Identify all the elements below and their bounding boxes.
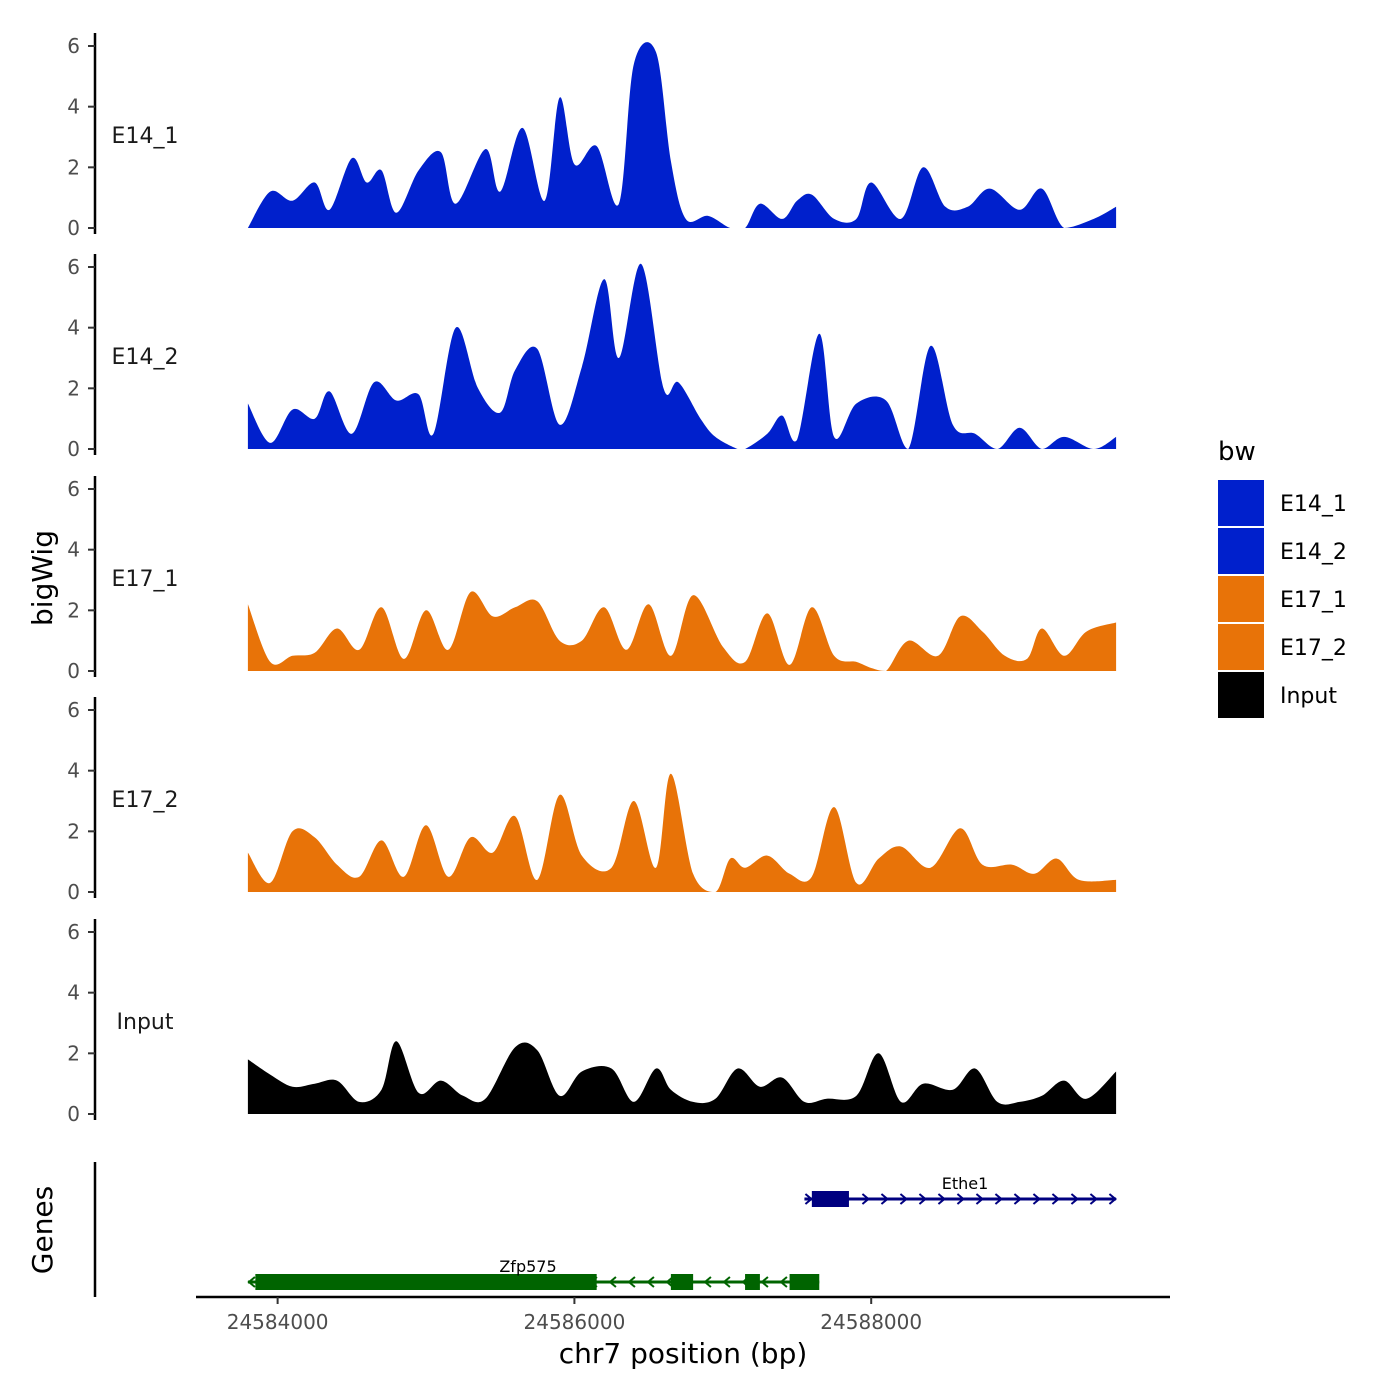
- x-axis-title: chr7 position (bp): [559, 1337, 808, 1370]
- strand-arrow: [722, 1276, 731, 1288]
- track-area-input: [247, 1041, 1117, 1114]
- y-tick-label: 6: [67, 34, 80, 58]
- strand-arrow: [804, 1193, 813, 1205]
- strand-arrow: [703, 1276, 712, 1288]
- gene-exon: [670, 1274, 694, 1290]
- y-tick-label: 0: [67, 1102, 80, 1126]
- y-tick-label: 2: [67, 376, 80, 400]
- gene-label-zfp575: Zfp575: [499, 1257, 556, 1276]
- genes-axis-title: Genes: [26, 1186, 59, 1274]
- y-tick-label: 0: [67, 437, 80, 461]
- strand-arrow: [760, 1276, 769, 1288]
- legend-key-e14_2: [1218, 528, 1264, 574]
- strand-arrow: [646, 1276, 655, 1288]
- strand-arrow: [880, 1193, 889, 1205]
- legend-title: bw: [1218, 437, 1256, 467]
- strand-arrow: [1089, 1193, 1098, 1205]
- legend-key-input: [1218, 672, 1264, 718]
- x-axis: 24584000 24586000 24588000: [196, 1295, 1170, 1334]
- gene-label-ethe1: Ethe1: [942, 1174, 989, 1193]
- strand-arrow: [247, 1276, 256, 1288]
- track-area-e14_1: [247, 42, 1117, 228]
- y-tick-label: 6: [67, 477, 80, 501]
- y-axis-title: bigWig: [26, 530, 59, 626]
- legend-key-e14_1: [1218, 480, 1264, 526]
- y-tick-label: 4: [67, 316, 80, 340]
- gene-exon: [745, 1274, 760, 1290]
- y-tick-label: 2: [67, 1041, 80, 1065]
- legend-label-e17_2: E17_2: [1280, 636, 1347, 661]
- strand-arrow: [627, 1276, 636, 1288]
- strand-arrow: [779, 1276, 788, 1288]
- strand-arrow: [937, 1193, 946, 1205]
- track-label-input: Input: [117, 1010, 174, 1035]
- strand-arrow: [918, 1193, 927, 1205]
- gene-annotation-panel: Ethe1 Zfp575: [93, 1162, 1117, 1297]
- strand-arrow: [608, 1276, 617, 1288]
- strand-arrow: [1108, 1193, 1117, 1205]
- strand-arrow: [1013, 1193, 1022, 1205]
- y-tick-label: 2: [67, 819, 80, 843]
- track-panel-e17_2: 0 2 4 6 E17_2: [67, 697, 1117, 904]
- y-tick-label: 6: [67, 698, 80, 722]
- gene-exon: [811, 1191, 849, 1207]
- y-tick-label: 4: [67, 538, 80, 562]
- y-tick-label: 2: [67, 155, 80, 179]
- y-tick-label: 0: [67, 216, 80, 240]
- strand-arrow: [994, 1193, 1003, 1205]
- track-label-e14_1: E14_1: [112, 124, 179, 149]
- strand-arrow: [861, 1193, 870, 1205]
- x-tick-label: 24586000: [524, 1310, 626, 1334]
- y-tick-label: 0: [67, 659, 80, 683]
- legend-label-e14_1: E14_1: [1280, 492, 1347, 517]
- y-tick-label: 4: [67, 981, 80, 1005]
- track-label-e17_2: E17_2: [112, 788, 179, 813]
- track-area-e17_1: [247, 591, 1117, 671]
- y-tick-label: 6: [67, 920, 80, 944]
- track-area-e14_2: [247, 263, 1117, 449]
- legend-label-input: Input: [1280, 684, 1337, 709]
- x-tick-label: 24588000: [820, 1310, 922, 1334]
- strand-arrow: [956, 1193, 965, 1205]
- y-tick-label: 2: [67, 598, 80, 622]
- x-tick-label: 24584000: [227, 1310, 329, 1334]
- legend-key-e17_1: [1218, 576, 1264, 622]
- legend-key-e17_2: [1218, 624, 1264, 670]
- y-tick-label: 6: [67, 255, 80, 279]
- track-label-e14_2: E14_2: [112, 345, 179, 370]
- legend-label-e17_1: E17_1: [1280, 588, 1347, 613]
- track-panel-input: 0 2 4 6 Input: [67, 919, 1117, 1126]
- gene-zfp575: Zfp575: [247, 1257, 820, 1290]
- strand-arrow: [1051, 1193, 1060, 1205]
- strand-arrow: [899, 1193, 908, 1205]
- track-panel-e14_1: 0 2 4 6 E14_1: [67, 33, 1117, 240]
- strand-arrow: [1070, 1193, 1079, 1205]
- y-tick-label: 4: [67, 95, 80, 119]
- legend-label-e14_2: E14_2: [1280, 540, 1347, 565]
- track-panel-e14_2: 0 2 4 6 E14_2: [67, 254, 1117, 461]
- strand-arrow: [975, 1193, 984, 1205]
- strand-arrow: [1032, 1193, 1041, 1205]
- gene-ethe1: Ethe1: [804, 1174, 1117, 1207]
- legend: E14_1 E14_2 E17_1 E17_2 Input: [1218, 480, 1347, 718]
- track-panel-e17_1: 0 2 4 6 E17_1: [67, 476, 1117, 683]
- track-area-e17_2: [247, 773, 1117, 892]
- track-panels: 0 2 4 6 E14_1 0 2 4 6 E14_2 0 2 4 6 E17_1 0 2 4 6 E17_2 0 2 4 6…: [67, 33, 1117, 1126]
- gene-exon: [255, 1274, 597, 1290]
- y-tick-label: 4: [67, 759, 80, 783]
- track-label-e17_1: E17_1: [112, 567, 179, 592]
- y-tick-label: 0: [67, 880, 80, 904]
- gene-exon: [789, 1274, 820, 1290]
